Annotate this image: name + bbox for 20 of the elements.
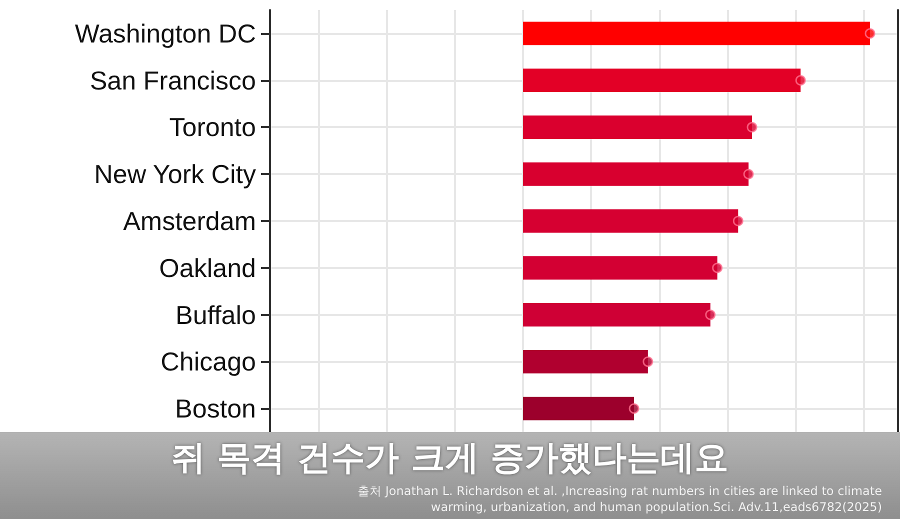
y-tick-label: Boston bbox=[175, 394, 256, 424]
y-tick-label: Chicago bbox=[160, 346, 256, 377]
y-tick-label: Buffalo bbox=[176, 300, 256, 330]
y-tick-label: Washington DC bbox=[74, 18, 256, 48]
point bbox=[712, 262, 723, 274]
y-tick-label: San Francisco bbox=[90, 65, 256, 96]
source-note: 출처 Jonathan L. Richardson et al. ,Increasing rat numbers in cities are linked to climate warming, urbanization, and human population.Sci. Adv.11,eads6782(2025) bbox=[356, 483, 882, 515]
point bbox=[795, 75, 806, 86]
point bbox=[746, 122, 758, 132]
point bbox=[732, 216, 744, 226]
point bbox=[864, 28, 876, 39]
y-tick-label: Oakland bbox=[159, 252, 256, 283]
y-tick-label: Toronto bbox=[169, 112, 256, 142]
y-tick-label: New York City bbox=[94, 159, 256, 190]
point bbox=[628, 403, 640, 414]
point bbox=[743, 168, 754, 180]
point bbox=[642, 356, 654, 367]
y-tick-label: Amsterdam bbox=[123, 206, 256, 236]
text: 쥐 목격 건수가 크게 증가했다는데요 bbox=[170, 437, 730, 479]
point bbox=[705, 310, 716, 320]
